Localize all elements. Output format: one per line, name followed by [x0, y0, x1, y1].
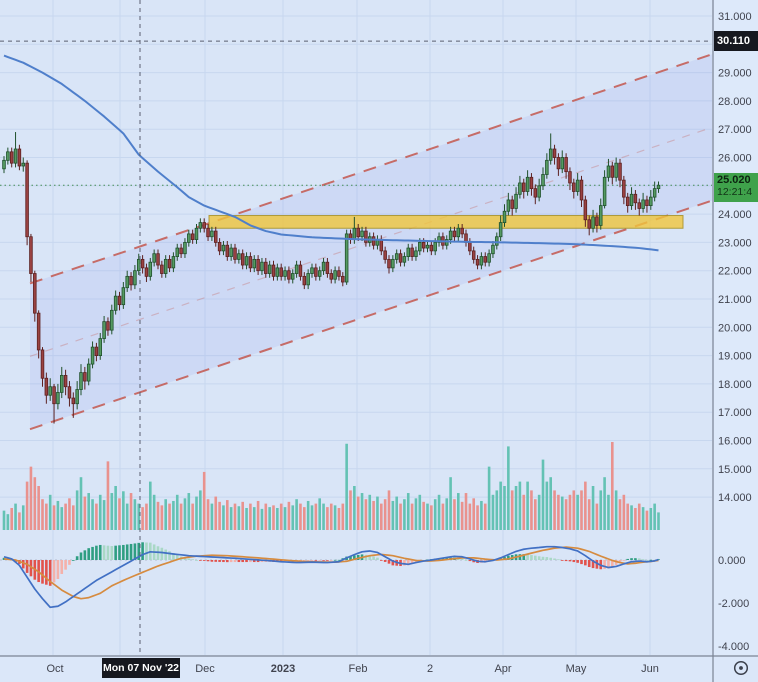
axis-label: 20.000	[718, 322, 752, 334]
axis-label: 2023	[271, 663, 295, 675]
axis-label: -4.000	[718, 641, 749, 653]
macd-pane	[0, 542, 660, 609]
axis-label: Dec	[195, 663, 215, 675]
axis-label: 23.000	[718, 237, 752, 249]
crosshair-price-label: 30.110	[714, 31, 758, 51]
last-price-label: 25.020 12:21:4	[714, 173, 758, 202]
axis-label: 29.000	[718, 68, 752, 80]
axis-label: 24.000	[718, 209, 752, 221]
axis-label: Oct	[46, 663, 63, 675]
settings-icon[interactable]	[733, 660, 749, 676]
axis-label: 28.000	[718, 96, 752, 108]
axis-label: May	[566, 663, 587, 675]
last-price-countdown: 12:21:4	[717, 186, 753, 198]
axis-labels: 31.000 29.000 28.000 27.000 26.000 24.000 23.0…	[46, 11, 751, 675]
axis-label: 0.000	[718, 555, 746, 567]
candlesticks	[2, 132, 661, 424]
axis-label: 21.000	[718, 294, 752, 306]
axis-label: 17.000	[718, 407, 752, 419]
resistance-band-drawing[interactable]	[208, 215, 684, 229]
axis-label: 16.000	[718, 436, 752, 448]
axis-label: -2.000	[718, 598, 749, 610]
axis-label: 19.000	[718, 351, 752, 363]
crosshair-time-label: Mon 07 Nov '22	[102, 658, 180, 678]
crosshair	[0, 0, 712, 655]
axis-label: 31.000	[718, 11, 752, 23]
axis-label: 14.000	[718, 492, 752, 504]
volume-bars	[2, 442, 660, 530]
axis-label: 22.000	[718, 266, 752, 278]
axis-label: Jun	[641, 663, 659, 675]
axis-label: 26.000	[718, 153, 752, 165]
axis-label: 18.000	[718, 379, 752, 391]
axis-label: Apr	[494, 663, 511, 675]
axis-label: 27.000	[718, 124, 752, 136]
axis-label: 15.000	[718, 464, 752, 476]
moving-average-line	[3, 54, 659, 252]
axis-label: Feb	[349, 663, 368, 675]
last-price-value: 25.020	[717, 174, 751, 186]
axis-label: 2	[427, 663, 433, 675]
